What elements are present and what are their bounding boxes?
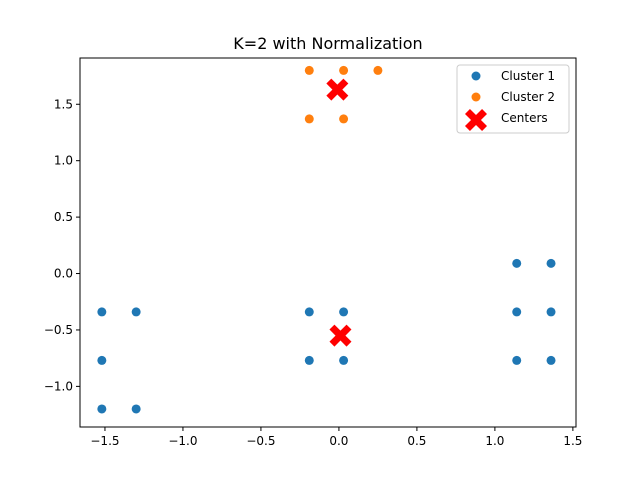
data-point [546, 355, 556, 365]
data-point [339, 114, 349, 124]
x-tick-label: 1.5 [563, 434, 582, 448]
legend-label: Cluster 1 [501, 69, 555, 83]
y-tick-label: 1.5 [54, 97, 73, 111]
legend-marker-icon [471, 92, 481, 102]
data-point [304, 65, 314, 75]
data-point [304, 114, 314, 124]
data-point [339, 355, 349, 365]
data-point [304, 355, 314, 365]
legend-label: Centers [501, 111, 548, 125]
x-tick-label: −1.0 [168, 434, 197, 448]
data-point [97, 404, 107, 414]
center-marker [329, 324, 352, 347]
legend-label: Cluster 2 [501, 90, 555, 104]
series-cluster-2 [304, 65, 383, 124]
y-tick-label: 0.5 [54, 210, 73, 224]
data-point [339, 307, 349, 317]
x-tick-label: −1.5 [90, 434, 119, 448]
y-tick-label: −1.0 [44, 379, 73, 393]
legend-marker-icon [465, 109, 487, 131]
x-tick-label: 1.0 [485, 434, 504, 448]
legend-marker-icon [471, 71, 481, 81]
series-cluster-1 [97, 258, 556, 414]
data-point [546, 258, 556, 268]
chart-title: K=2 with Normalization [233, 34, 422, 53]
x-tick-label: 0.5 [407, 434, 426, 448]
data-point [304, 307, 314, 317]
data-point [131, 404, 141, 414]
data-point [512, 258, 522, 268]
data-point [546, 307, 556, 317]
legend: Cluster 1 Cluster 2 Centers [456, 64, 570, 134]
series-centers [326, 78, 352, 347]
data-point [512, 355, 522, 365]
x-tick-label: −0.5 [246, 434, 275, 448]
center-marker [326, 78, 349, 101]
data-point [131, 307, 141, 317]
data-point [339, 65, 349, 75]
y-axis: −1.0 −0.5 0.0 0.5 1.0 1.5 [44, 97, 80, 393]
y-tick-label: 0.0 [54, 267, 73, 281]
y-tick-label: −0.5 [44, 323, 73, 337]
y-tick-label: 1.0 [54, 154, 73, 168]
data-point [97, 355, 107, 365]
legend-box [456, 64, 570, 134]
x-tick-label: 0.0 [329, 434, 348, 448]
plot-area [97, 65, 556, 414]
data-point [97, 307, 107, 317]
data-point [512, 307, 522, 317]
x-axis: −1.5 −1.0 −0.5 0.0 0.5 1.0 1.5 [90, 427, 582, 448]
data-point [373, 65, 383, 75]
axes-frame [79, 57, 577, 428]
